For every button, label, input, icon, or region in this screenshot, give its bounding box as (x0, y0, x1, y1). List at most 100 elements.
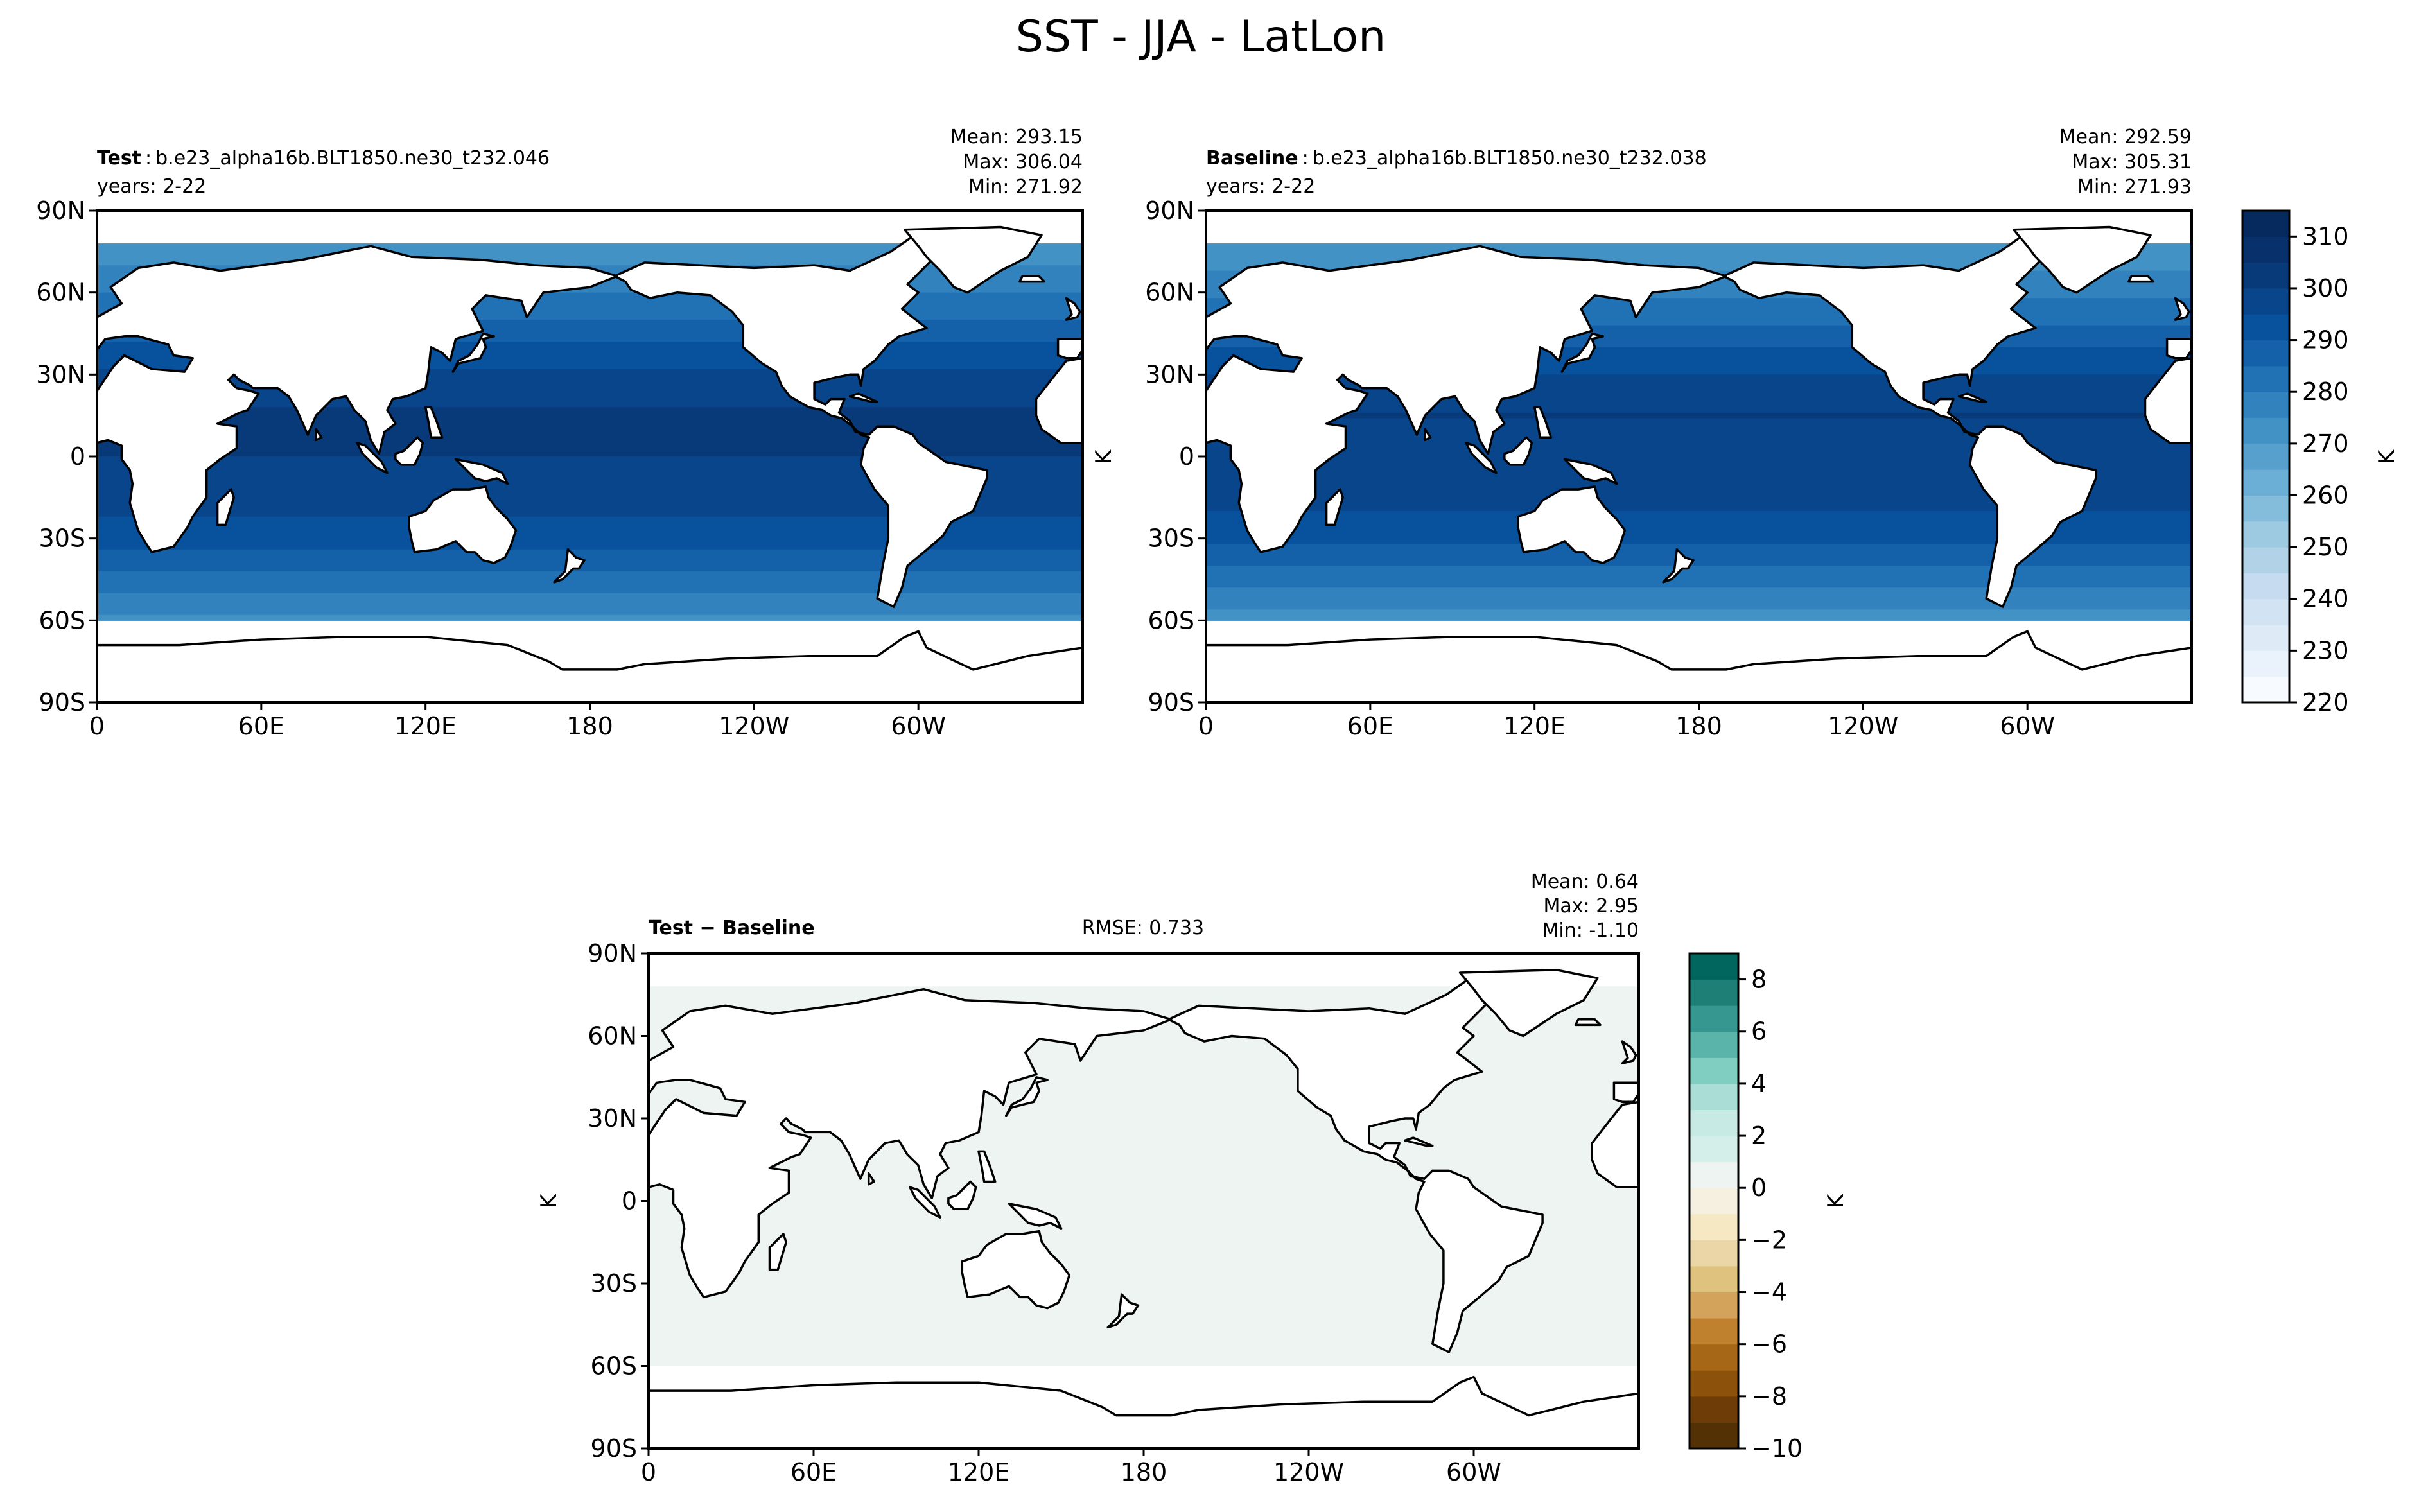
sst-band (97, 401, 1083, 408)
baseline-panel-years: years: 2-22 (1206, 175, 1315, 198)
test-mean-stat: Mean: 293.15 (950, 126, 1083, 148)
sst-band (97, 549, 1083, 555)
sst-band (1206, 385, 2192, 392)
x-tick-label: 180 (566, 712, 613, 740)
sst-band (97, 287, 1083, 293)
sst-band (649, 1278, 1639, 1284)
y-tick-label: 60N (1145, 279, 1194, 307)
coastline-newzealand (553, 548, 586, 584)
panel-label-sep: : (1302, 147, 1309, 169)
sst-band (97, 483, 1083, 490)
sst-band (1206, 593, 2192, 599)
main-colorbar-label: K (2374, 449, 2400, 464)
colorbar-segment (2242, 443, 2289, 470)
sst-band (97, 298, 1083, 304)
sst-band (1206, 303, 2192, 309)
sst-band (649, 1206, 1639, 1213)
figure-title: SST - JJA - LatLon (1016, 12, 1386, 62)
sst-field (1206, 243, 2192, 621)
sst-band (649, 1124, 1639, 1130)
colorbar-tick-label: 300 (2302, 274, 2349, 302)
sst-band (649, 1184, 1639, 1190)
colorbar-segment (1690, 1370, 1738, 1397)
sst-band (97, 347, 1083, 353)
sst-band (97, 489, 1083, 496)
x-tick-label: 120W (719, 712, 789, 740)
sst-band (1206, 609, 2192, 616)
sst-band (1206, 511, 2192, 517)
sst-band (1206, 434, 2192, 441)
sst-field (649, 986, 1639, 1367)
colorbar-tick-label: 4 (1751, 1070, 1767, 1098)
x-tick-label: 180 (1121, 1458, 1167, 1486)
sst-band (1206, 604, 2192, 610)
colorbar-segment (2242, 676, 2289, 703)
sst-band (1206, 555, 2192, 561)
sst-band (97, 571, 1083, 577)
coastline-japan (1560, 332, 1605, 373)
sst-band (1206, 571, 2192, 577)
colorbar-segment (2242, 650, 2289, 677)
sst-band (649, 1338, 1639, 1344)
coastline-uk (1621, 1040, 1637, 1065)
coastline-cuba (1957, 392, 1987, 403)
coastline-afro_eurasia (649, 987, 1173, 1299)
sst-band (649, 1074, 1639, 1081)
x-tick-label: 120E (948, 1458, 1010, 1486)
sst-band (1206, 429, 2192, 435)
map-body (97, 211, 1083, 702)
coastline-srilanka (1424, 428, 1432, 442)
sst-band (97, 445, 1083, 452)
sst-band (649, 1091, 1639, 1097)
panel-label-bold: Test (97, 147, 141, 169)
colorbar-segment (2242, 392, 2289, 419)
coastline-philippines (1533, 406, 1553, 439)
sst-band (1206, 500, 2192, 507)
x-tick-label: 0 (89, 712, 105, 740)
sst-band (1206, 418, 2192, 424)
sst-band (97, 566, 1083, 572)
sst-band (97, 587, 1083, 594)
colorbar-tick-label: −6 (1751, 1330, 1787, 1359)
sst-band (97, 505, 1083, 512)
sst-band (97, 423, 1083, 430)
sst-band (1206, 363, 2192, 370)
sst-band (1206, 462, 2192, 468)
y-tick-label: 60S (591, 1352, 637, 1380)
colorbar-segment (2242, 262, 2289, 289)
sst-band (1206, 292, 2192, 299)
sst-band (97, 527, 1083, 534)
land-layer (1206, 225, 2192, 702)
coastline-newzealand (1662, 548, 1695, 584)
sst-band (649, 1272, 1639, 1279)
panel-case-name: b.e23_alpha16b.BLT1850.ne30_t232.046 (155, 147, 550, 169)
sst-band (1206, 489, 2192, 496)
colorbar-segment (1690, 1265, 1738, 1293)
coastline-borneo (947, 1180, 977, 1211)
x-tick-label: 120E (1503, 712, 1566, 740)
colorbar-tick-label: 290 (2302, 326, 2349, 354)
sst-band (97, 451, 1083, 457)
sst-band (1206, 505, 2192, 512)
colorbar-tick-label: 2 (1751, 1122, 1767, 1150)
coastline-japan (1005, 1076, 1049, 1117)
test-panel: Test: b.e23_alpha16b.BLT1850.ne30_t232.04… (36, 126, 1084, 740)
sst-band (649, 1310, 1639, 1317)
coastline-indonesia_sumatra (356, 441, 389, 474)
difference-map: 0 60E 120E 180 120W 60W 90N 60N 30N 0 30S 60S 90S (588, 939, 1640, 1486)
sst-band (97, 500, 1083, 507)
sst-band (1206, 582, 2192, 588)
sst-band (649, 1030, 1639, 1037)
sst-band (97, 614, 1083, 621)
sst-band (649, 1294, 1639, 1301)
sst-band (97, 314, 1083, 320)
sst-band (1206, 390, 2192, 397)
sst-band (649, 1195, 1639, 1202)
sst-band (649, 986, 1639, 993)
colorbar-segment (1690, 1083, 1738, 1110)
sst-band (649, 1217, 1639, 1224)
colorbar-segment (2242, 495, 2289, 522)
y-tick-label: 30S (1148, 525, 1194, 553)
baseline-panel-label: Baseline: b.e23_alpha16b.BLT1850.ne30_t23… (1206, 147, 1707, 169)
colorbar-segment (1690, 1109, 1738, 1136)
